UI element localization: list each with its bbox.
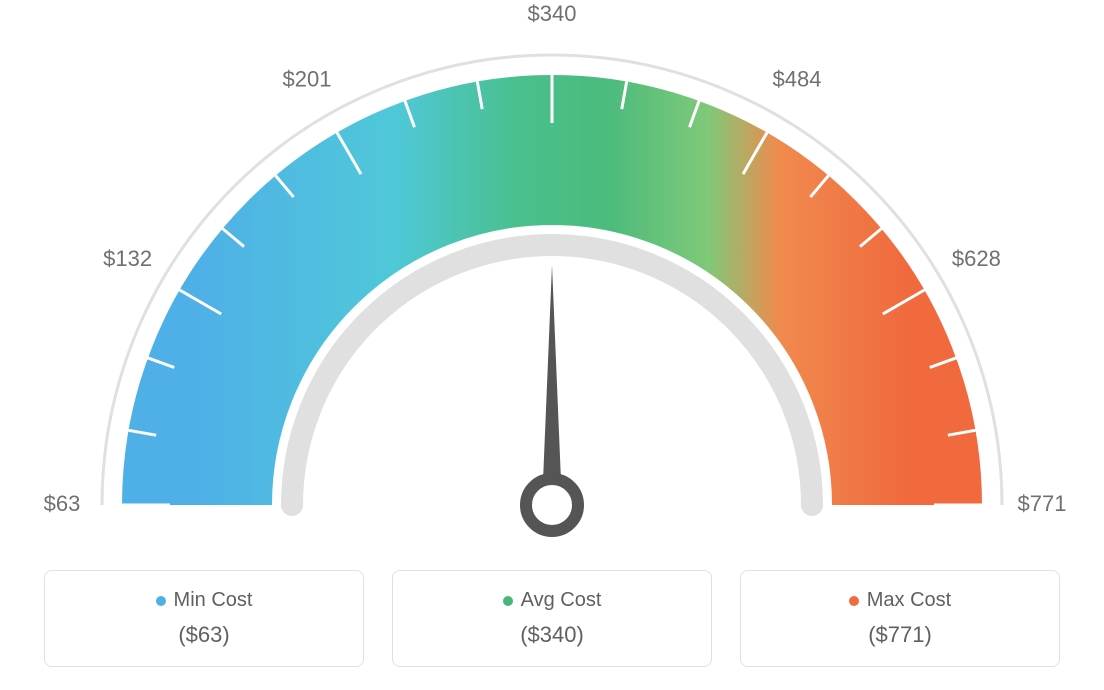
gauge-tick-label: $628 xyxy=(952,246,1001,271)
legend-title-avg: Avg Cost xyxy=(503,589,602,612)
legend-label-avg: Avg Cost xyxy=(521,589,602,612)
gauge-needle-base xyxy=(526,479,578,531)
gauge-tick-label: $484 xyxy=(773,66,822,91)
gauge-tick-label: $201 xyxy=(283,66,332,91)
gauge-tick-label: $771 xyxy=(1018,491,1067,516)
legend-label-min: Min Cost xyxy=(174,589,253,612)
legend-label-max: Max Cost xyxy=(867,589,951,612)
legend-title-max: Max Cost xyxy=(849,589,951,612)
legend-value-avg: ($340) xyxy=(403,622,701,648)
legend-row: Min Cost ($63) Avg Cost ($340) Max Cost … xyxy=(0,560,1104,667)
legend-dot-avg xyxy=(503,596,513,606)
gauge-needle xyxy=(542,265,562,505)
legend-title-min: Min Cost xyxy=(156,589,253,612)
gauge-tick-label: $132 xyxy=(103,246,152,271)
legend-card-max: Max Cost ($771) xyxy=(740,570,1060,667)
gauge-tick-label: $63 xyxy=(44,491,81,516)
gauge-chart: $63 $132 $201 $340 $484 $628 $771 xyxy=(0,0,1104,560)
legend-value-max: ($771) xyxy=(751,622,1049,648)
legend-card-avg: Avg Cost ($340) xyxy=(392,570,712,667)
gauge-svg: $63 $132 $201 $340 $484 $628 $771 xyxy=(0,0,1104,560)
gauge-tick-label: $340 xyxy=(528,1,577,26)
legend-value-min: ($63) xyxy=(55,622,353,648)
legend-dot-min xyxy=(156,596,166,606)
legend-dot-max xyxy=(849,596,859,606)
legend-card-min: Min Cost ($63) xyxy=(44,570,364,667)
